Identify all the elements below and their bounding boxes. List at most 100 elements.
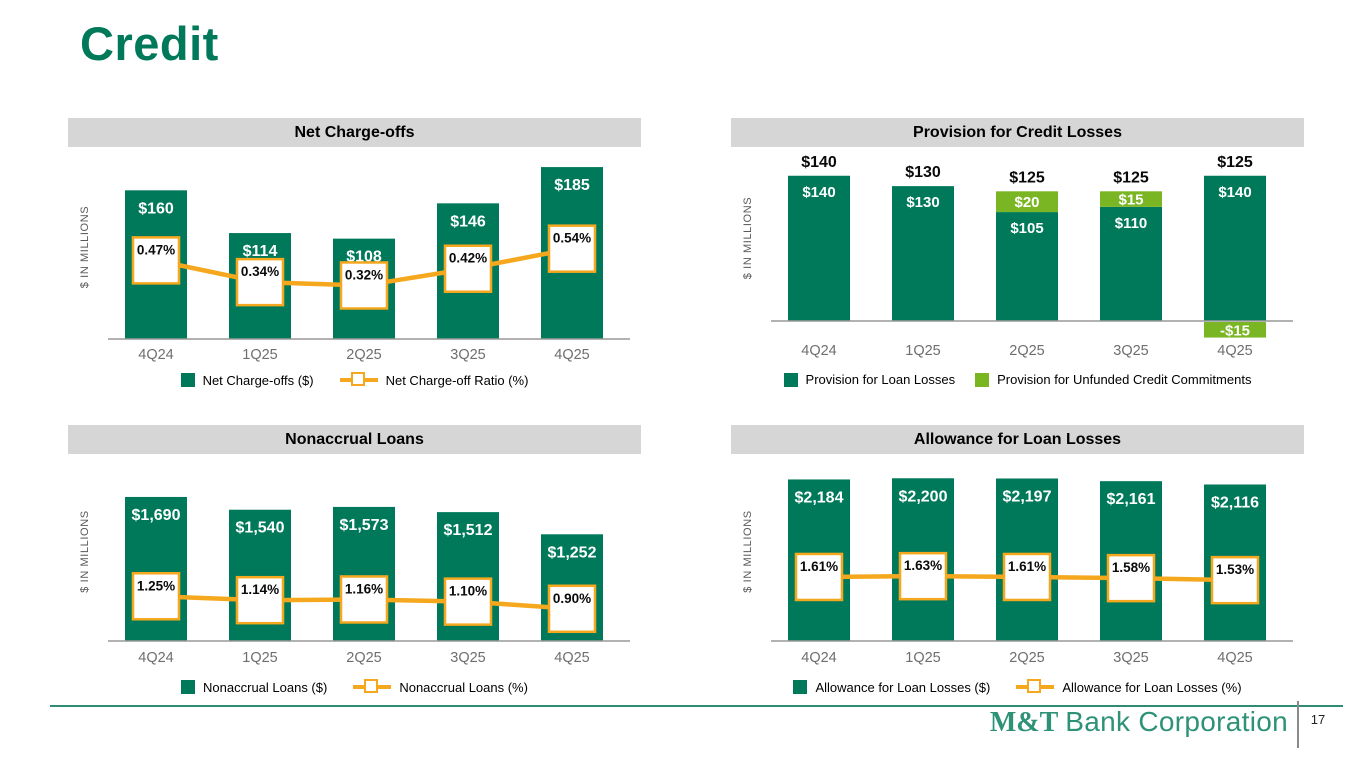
bar-value-label: $1,690 bbox=[132, 507, 181, 524]
bar-value-label: $185 bbox=[554, 177, 590, 194]
ratio-marker bbox=[235, 575, 285, 625]
ratio-marker bbox=[235, 257, 285, 307]
panel-provision-for-credit-losses: Provision for Credit Losses $ IN MILLION… bbox=[731, 118, 1304, 387]
legend-label: Net Charge-offs ($) bbox=[202, 372, 314, 388]
legend-item: Nonaccrual Loans ($) bbox=[181, 680, 327, 695]
light-green-swatch-icon bbox=[975, 372, 990, 387]
ratio-value-label: 0.42% bbox=[449, 251, 487, 266]
x-tick-label: 2Q25 bbox=[1009, 343, 1044, 359]
ratio-marker bbox=[1002, 552, 1052, 602]
x-tick-label: 3Q25 bbox=[1113, 343, 1148, 359]
x-tick-label: 1Q25 bbox=[905, 343, 940, 359]
ratio-marker bbox=[443, 577, 493, 626]
ratio-value-label: 1.14% bbox=[241, 582, 279, 597]
legend-item: Net Charge-offs ($) bbox=[180, 372, 314, 388]
footer-divider-line bbox=[50, 705, 1343, 707]
bar-value-label: $2,116 bbox=[1211, 494, 1259, 511]
green-swatch-icon bbox=[783, 372, 798, 387]
bar-value-label: $146 bbox=[450, 213, 486, 230]
x-tick-label: 2Q25 bbox=[346, 650, 381, 666]
total-value-label: $140 bbox=[801, 154, 837, 171]
bar-value-label: $2,184 bbox=[795, 489, 844, 506]
ratio-value-label: 1.61% bbox=[800, 559, 838, 574]
line-marker-icon bbox=[1016, 679, 1055, 695]
legend-allowance: Allowance for Loan Losses ($) Allowance f… bbox=[731, 679, 1304, 695]
page-number: 17 bbox=[1310, 712, 1326, 727]
ratio-marker bbox=[547, 224, 597, 273]
provision-for-credit-losses-chart: $ IN MILLIONS $140 $140 4Q24 $130 $130 1Q25 $20… bbox=[742, 154, 1293, 359]
ratio-value-label: 1.58% bbox=[1112, 560, 1150, 575]
net-charge-offs-chart: $ IN MILLIONS $1604Q24$1141Q25$1082Q25$14… bbox=[79, 167, 630, 363]
legend-net-charge-offs: Net Charge-offs ($) Net Charge-off Ratio … bbox=[68, 372, 641, 388]
ratio-value-label: 1.25% bbox=[137, 578, 175, 593]
ratio-marker bbox=[898, 551, 948, 601]
bar-value-label: $2,200 bbox=[899, 488, 948, 505]
ratio-value-label: 0.54% bbox=[553, 231, 591, 246]
bar-value-label: $2,161 bbox=[1107, 491, 1156, 508]
ratio-value-label: 0.90% bbox=[553, 591, 591, 606]
x-tick-label: 4Q24 bbox=[801, 343, 836, 359]
line-marker-icon bbox=[353, 679, 392, 695]
x-tick-label: 4Q25 bbox=[554, 347, 589, 363]
x-tick-label: 1Q25 bbox=[242, 347, 277, 363]
y-axis-label: $ IN MILLIONS bbox=[742, 510, 754, 592]
x-tick-label: 4Q25 bbox=[554, 650, 589, 666]
ratio-marker bbox=[1210, 555, 1260, 605]
x-tick-label: 3Q25 bbox=[450, 347, 485, 363]
logo-mt: M&T bbox=[989, 707, 1059, 738]
segment-value-label: $140 bbox=[802, 184, 835, 201]
bar-segment-unfunded bbox=[1100, 191, 1162, 207]
legend-label: Net Charge-off Ratio (%) bbox=[385, 372, 529, 388]
bar-segment-unfunded bbox=[996, 191, 1058, 213]
y-axis-label: $ IN MILLIONS bbox=[79, 206, 91, 288]
green-swatch-icon bbox=[180, 373, 195, 387]
total-value-label: $125 bbox=[1113, 169, 1149, 186]
logo-bank-corporation: Bank Corporation bbox=[1065, 706, 1288, 737]
ratio-value-label: 1.10% bbox=[449, 584, 487, 599]
legend-nonaccrual-loans: Nonaccrual Loans ($) Nonaccrual Loans (%) bbox=[68, 679, 641, 695]
total-value-label: $125 bbox=[1009, 169, 1045, 186]
bar-value-label: $160 bbox=[138, 200, 174, 217]
x-tick-label: 4Q25 bbox=[1217, 343, 1252, 359]
x-tick-label: 4Q25 bbox=[1217, 650, 1252, 666]
legend-item: Allowance for Loan Losses ($) bbox=[793, 680, 990, 695]
legend-label: Allowance for Loan Losses ($) bbox=[815, 679, 991, 695]
ratio-marker bbox=[1106, 553, 1156, 603]
x-tick-label: 4Q24 bbox=[138, 650, 173, 666]
chart-title-provision: Provision for Credit Losses bbox=[731, 118, 1304, 147]
ratio-value-label: 0.34% bbox=[241, 264, 279, 279]
ratio-value-label: 0.47% bbox=[137, 242, 175, 257]
green-swatch-icon bbox=[181, 680, 196, 694]
y-axis-label: $ IN MILLIONS bbox=[742, 197, 754, 279]
legend-label: Provision for Loan Losses bbox=[805, 372, 956, 387]
bar-segment-loan-losses bbox=[892, 186, 954, 321]
legend-label: Nonaccrual Loans (%) bbox=[399, 679, 528, 695]
segment-value-label: $15 bbox=[1118, 192, 1143, 209]
allowance-for-loan-losses-chart: $ IN MILLIONS $2,184 4Q24 $2,200 1Q25 $2,197 2… bbox=[742, 478, 1293, 666]
legend-provision: Provision for Loan Losses Provision for U… bbox=[731, 372, 1304, 387]
bar-value-label: $2,197 bbox=[1003, 488, 1052, 505]
x-tick-label: 1Q25 bbox=[242, 650, 277, 666]
segment-value-label: $130 bbox=[906, 194, 939, 211]
ratio-value-label: 0.32% bbox=[345, 267, 383, 282]
bar-value-label: $114 bbox=[243, 243, 278, 260]
x-tick-label: 2Q25 bbox=[346, 347, 381, 363]
segment-value-label: $20 bbox=[1014, 194, 1039, 211]
ratio-value-label: 1.61% bbox=[1008, 559, 1046, 574]
ratio-marker bbox=[131, 236, 181, 285]
chart-title-allowance: Allowance for Loan Losses bbox=[731, 425, 1304, 454]
legend-item: Net Charge-off Ratio (%) bbox=[339, 372, 529, 388]
panel-nonaccrual-loans: Nonaccrual Loans $ IN MILLIONS $1,690 4Q24… bbox=[68, 425, 641, 695]
segment-value-label: -$15 bbox=[1220, 322, 1250, 339]
legend-label: Provision for Unfunded Credit Commitment… bbox=[997, 372, 1252, 387]
ratio-value-label: 1.63% bbox=[904, 558, 942, 573]
panel-net-charge-offs: Net Charge-offs $ IN MILLIONS $160 4Q24 $11… bbox=[68, 118, 641, 388]
legend-item: Provision for Loan Losses bbox=[783, 372, 956, 387]
ratio-marker bbox=[443, 244, 493, 293]
legend-item: Allowance for Loan Losses (%) bbox=[1016, 679, 1242, 695]
segment-value-label: $110 bbox=[1115, 215, 1148, 232]
bar-segment-loan-losses bbox=[1204, 175, 1266, 321]
bar-segment-loan-losses bbox=[788, 175, 850, 321]
bar-segment-unfunded-negative bbox=[1204, 322, 1266, 338]
